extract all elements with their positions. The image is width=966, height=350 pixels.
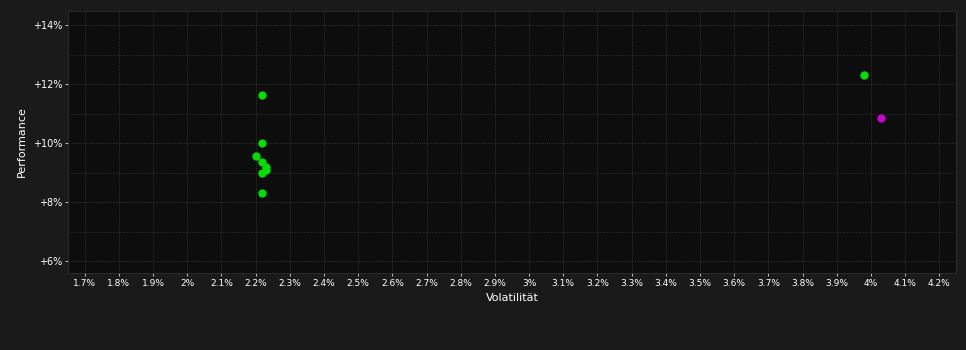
Point bbox=[248, 154, 264, 159]
X-axis label: Volatilität: Volatilität bbox=[486, 293, 538, 303]
Point bbox=[255, 140, 270, 146]
Y-axis label: Performance: Performance bbox=[17, 106, 27, 177]
Point bbox=[255, 190, 270, 196]
Point bbox=[258, 164, 273, 170]
Point bbox=[255, 92, 270, 97]
Point bbox=[255, 160, 270, 165]
Point bbox=[258, 167, 273, 173]
Point bbox=[255, 170, 270, 175]
Point bbox=[856, 72, 871, 78]
Point bbox=[873, 116, 889, 121]
